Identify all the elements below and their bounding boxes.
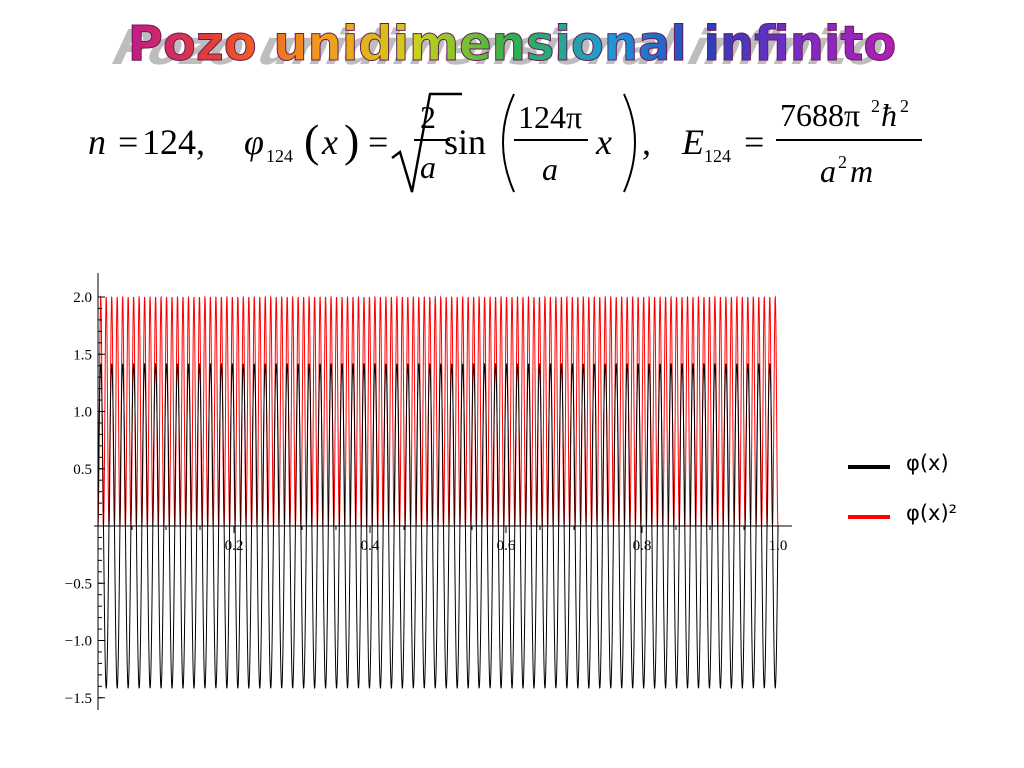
- x-argument: x: [321, 122, 338, 162]
- arg-x: x: [595, 122, 612, 162]
- arg-denominator: a: [542, 151, 558, 187]
- y-tick-label: 1.0: [73, 405, 92, 421]
- open-paren: (: [304, 115, 319, 166]
- y-tick-label: −0.5: [65, 576, 92, 592]
- sqrt-sign: [391, 92, 462, 193]
- phi-subscript: 124: [266, 146, 293, 166]
- legend-label-wavefunction: φ(x): [906, 451, 949, 475]
- arg-numerator: 124π: [518, 99, 582, 135]
- y-ticks: −1.5 −1.0 −0.5 0.5 1.0 1.5 2.0: [65, 290, 105, 707]
- x-tick-label: 0.4: [361, 538, 380, 554]
- sqrt-numerator: 2: [420, 99, 436, 135]
- slide-title-text: Pozo unidimensional infinito: [128, 16, 897, 72]
- energy-num-hbar: ħ: [881, 97, 897, 133]
- big-left-paren: [502, 93, 515, 193]
- slide-title-shadow: Pozo unidimensional infinito: [102, 19, 897, 75]
- legend-line-wavefunction: [848, 465, 890, 469]
- equals-sign-3: =: [744, 122, 764, 162]
- y-tick-label: −1.0: [65, 634, 92, 650]
- legend-item-probability: φ(x)²: [840, 501, 1010, 531]
- series-layer: [97, 295, 779, 690]
- chart-legend: φ(x) φ(x)²: [840, 445, 1010, 545]
- wavefunction-plot: 0.2 0.4 0.6 0.8 1.0 −1.5 −1.0 −0.5 0.5 1.0 1.5 2.0…: [65, 273, 792, 710]
- legend-label-probability: φ(x)²: [906, 501, 958, 525]
- y-tick-label: 0.5: [73, 462, 92, 478]
- sqrt-denominator: a: [420, 149, 436, 185]
- x-ticks: 0.2 0.4 0.6 0.8 1.0: [131, 526, 788, 554]
- x-tick-label: 0.6: [497, 538, 516, 554]
- energy-symbol: E: [681, 122, 704, 162]
- y-tick-label: 2.0: [73, 290, 92, 306]
- energy-num-coef: 7688π: [780, 97, 860, 133]
- legend-line-probability: [848, 515, 890, 519]
- y-tick-label: −1.5: [65, 691, 92, 707]
- energy-num-exp2: 2: [900, 96, 909, 116]
- n-symbol: n: [88, 122, 106, 162]
- x-tick-label: 0.8: [633, 538, 652, 554]
- legend-item-wavefunction: φ(x): [840, 451, 1010, 481]
- sin-function: sin: [444, 122, 486, 162]
- energy-subscript: 124: [704, 146, 731, 166]
- x-tick-label: 0.2: [225, 538, 244, 554]
- close-paren: ): [344, 115, 359, 166]
- x-tick-label: 1.0: [769, 538, 788, 554]
- slide-title: Pozo unidimensional infinito Pozo unidim…: [102, 16, 897, 76]
- axes: 0.2 0.4 0.6 0.8 1.0 −1.5 −1.0 −0.5 0.5 1.0 1.5 2.0…: [65, 273, 792, 710]
- n-value: 124,: [142, 122, 205, 162]
- energy-den-exp: 2: [838, 152, 847, 172]
- energy-den-m: m: [850, 153, 873, 189]
- energy-num-exp1: 2: [871, 96, 880, 116]
- energy-den-a: a: [820, 153, 836, 189]
- big-right-paren: [623, 93, 636, 193]
- formula-comma: ,: [642, 122, 651, 162]
- equals-sign: =: [118, 122, 138, 162]
- phi-symbol: φ: [244, 122, 264, 162]
- y-tick-label: 1.5: [73, 347, 92, 363]
- formula: n = 124, φ 124 ( x ) = 2 a sin 124π a x …: [88, 92, 922, 193]
- equals-sign-2: =: [368, 122, 388, 162]
